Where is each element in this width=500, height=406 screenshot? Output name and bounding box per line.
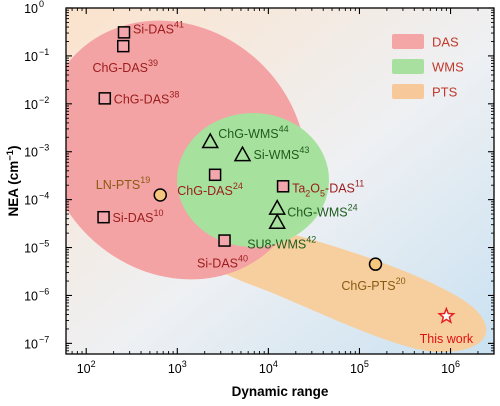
points-layer	[97, 26, 456, 324]
y-tick-label: 10	[24, 146, 38, 160]
legend-label-pts: PTS	[432, 85, 458, 100]
y-tick-exponent: −5	[39, 239, 49, 249]
point-chg-das-38-label: ChG-DAS38	[114, 89, 180, 106]
point-ta2o5-das-11-label: Ta2O5-DAS11	[292, 178, 364, 198]
point-chg-wms-24-label: ChG-WMS24	[287, 203, 357, 220]
y-tick-label: 10	[24, 2, 38, 16]
wms-region	[177, 113, 329, 247]
point-su8-wms-42-label: SU8-WMS42	[247, 235, 316, 252]
y-tick-exponent: −6	[39, 286, 49, 296]
point-chg-das-39-label: ChG-DAS39	[92, 58, 158, 75]
point-this-work-label: This work	[420, 332, 474, 346]
legend-swatch-wms	[392, 59, 424, 74]
point-si-wms-43-label: Si-WMS43	[254, 145, 310, 162]
y-tick-label: 10	[24, 50, 38, 64]
point-si-das-41-label: Si-DAS41	[133, 19, 184, 36]
point-chg-das-24-marker	[208, 168, 222, 182]
y-tick-label: 10	[24, 98, 38, 112]
point-chg-wms-44-marker	[201, 132, 220, 149]
x-tick-label: 102	[77, 359, 96, 376]
y-tick-label: 10	[24, 242, 38, 256]
x-axis: 102 103 104 105 106	[71, 8, 479, 376]
y-tick-exponent: −7	[39, 334, 49, 344]
point-ln-pts-19-marker	[153, 188, 168, 202]
point-chg-pts-20-marker	[368, 257, 383, 271]
point-this-work-marker	[437, 306, 456, 324]
legend-swatch-das	[392, 34, 424, 49]
y-tick-exponent: −1	[39, 47, 49, 57]
point-si-das-41-marker	[117, 26, 131, 39]
legend-swatch-pts	[392, 84, 424, 99]
point-si-wms-43-marker	[233, 145, 252, 162]
x-tick-label: 106	[441, 359, 460, 376]
x-tick-label: 105	[350, 359, 369, 376]
legend-label-wms: WMS	[432, 60, 464, 75]
y-tick-label: 10	[24, 337, 38, 351]
point-si-das-40-label: Si-DAS40	[197, 254, 248, 271]
point-ta2o5-das-11-marker	[276, 180, 290, 193]
y-tick-exponent: −2	[39, 95, 49, 105]
point-chg-das-24-label: ChG-DAS24	[177, 181, 243, 198]
point-ln-pts-19-label: LN-PTS19	[96, 175, 150, 192]
plot-frame	[65, 7, 495, 355]
point-si-das-40-marker	[218, 234, 231, 247]
point-su8-wms-42-marker	[268, 213, 286, 229]
y-tick-label: 10	[24, 194, 38, 208]
x-tick-label: 104	[259, 359, 278, 376]
labels-layer: Si-DAS41 ChG-DAS39 ChG-DAS38 Si-DAS10 ChG-DA…	[92, 19, 473, 346]
point-chg-pts-20-label: ChG-PTS20	[341, 276, 405, 293]
point-chg-das-39-marker	[116, 39, 130, 53]
point-chg-das-38-marker	[98, 92, 112, 105]
point-chg-wms-44-label: ChG-WMS44	[218, 124, 288, 141]
legend: DAS WMS PTS	[392, 34, 464, 100]
y-axis-label: NEA (cm−1)	[5, 145, 21, 216]
point-si-das-10-marker	[97, 210, 110, 224]
point-si-das-10-label: Si-DAS10	[113, 208, 164, 225]
x-axis-label: Dynamic range	[232, 384, 329, 399]
y-tick-exponent: 0	[39, 0, 44, 9]
x-tick-label: 103	[168, 359, 187, 376]
y-tick-exponent: −3	[39, 143, 49, 153]
y-tick-exponent: −4	[39, 191, 49, 201]
legend-label-das: DAS	[432, 35, 459, 50]
y-tick-label: 10	[24, 289, 38, 303]
